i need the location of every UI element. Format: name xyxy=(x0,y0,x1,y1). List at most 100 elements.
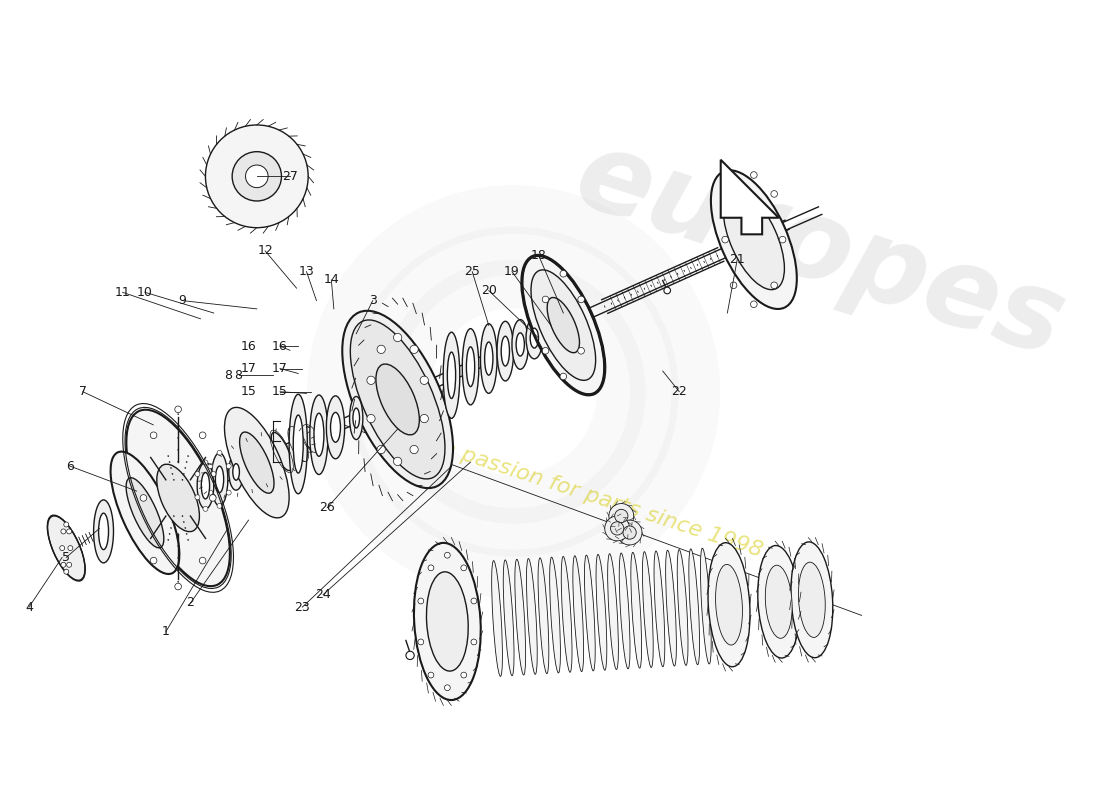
Ellipse shape xyxy=(240,432,274,494)
Circle shape xyxy=(60,529,66,534)
Ellipse shape xyxy=(201,473,210,499)
Circle shape xyxy=(610,522,624,535)
Ellipse shape xyxy=(126,478,164,548)
Text: 15: 15 xyxy=(272,386,288,398)
Ellipse shape xyxy=(481,324,497,394)
Ellipse shape xyxy=(550,557,560,673)
Ellipse shape xyxy=(711,170,796,309)
Text: 13: 13 xyxy=(298,265,315,278)
Circle shape xyxy=(245,165,268,188)
Ellipse shape xyxy=(530,328,539,348)
Circle shape xyxy=(609,503,634,529)
Circle shape xyxy=(208,490,212,495)
Ellipse shape xyxy=(516,333,525,356)
Circle shape xyxy=(730,282,737,289)
Ellipse shape xyxy=(678,550,688,666)
Circle shape xyxy=(428,672,433,678)
Ellipse shape xyxy=(547,298,580,353)
Circle shape xyxy=(394,334,402,342)
Text: 20: 20 xyxy=(481,284,497,297)
Ellipse shape xyxy=(701,548,712,664)
Text: 2: 2 xyxy=(187,597,195,610)
Text: 7: 7 xyxy=(79,386,87,398)
Ellipse shape xyxy=(724,190,784,290)
Ellipse shape xyxy=(689,549,700,665)
Circle shape xyxy=(771,282,778,289)
Circle shape xyxy=(64,570,69,574)
Ellipse shape xyxy=(492,561,503,676)
Circle shape xyxy=(140,494,146,502)
Circle shape xyxy=(623,526,636,539)
Ellipse shape xyxy=(330,413,341,442)
Circle shape xyxy=(67,562,72,567)
Circle shape xyxy=(461,672,466,678)
Circle shape xyxy=(151,558,157,564)
Text: 21: 21 xyxy=(729,253,745,266)
Circle shape xyxy=(750,301,757,307)
Circle shape xyxy=(227,464,231,469)
Circle shape xyxy=(605,516,629,541)
Circle shape xyxy=(471,598,476,604)
Circle shape xyxy=(444,685,450,690)
Circle shape xyxy=(542,296,549,302)
Ellipse shape xyxy=(531,270,595,380)
Circle shape xyxy=(209,494,216,502)
Circle shape xyxy=(410,346,418,354)
Text: 11: 11 xyxy=(114,286,131,299)
Circle shape xyxy=(617,520,642,545)
Polygon shape xyxy=(720,160,779,234)
Ellipse shape xyxy=(573,556,584,671)
Ellipse shape xyxy=(233,464,240,480)
Text: 6: 6 xyxy=(66,460,75,473)
Ellipse shape xyxy=(216,466,223,493)
Circle shape xyxy=(199,558,206,564)
Ellipse shape xyxy=(414,543,481,700)
Circle shape xyxy=(444,552,450,558)
Circle shape xyxy=(420,414,428,422)
Ellipse shape xyxy=(197,462,213,509)
Ellipse shape xyxy=(350,320,446,479)
Circle shape xyxy=(208,464,212,469)
Ellipse shape xyxy=(497,322,514,381)
Ellipse shape xyxy=(502,336,509,366)
Text: 18: 18 xyxy=(530,249,547,262)
Ellipse shape xyxy=(758,546,800,658)
Circle shape xyxy=(461,565,466,570)
Ellipse shape xyxy=(619,553,630,669)
Circle shape xyxy=(542,347,549,354)
Ellipse shape xyxy=(708,542,750,666)
Circle shape xyxy=(406,651,415,659)
Circle shape xyxy=(211,494,216,500)
Ellipse shape xyxy=(799,562,825,638)
Ellipse shape xyxy=(515,559,526,675)
Circle shape xyxy=(232,152,282,201)
Circle shape xyxy=(730,190,737,198)
Ellipse shape xyxy=(596,554,607,670)
Circle shape xyxy=(578,347,584,354)
Circle shape xyxy=(560,373,566,380)
Circle shape xyxy=(664,287,671,294)
Ellipse shape xyxy=(766,566,792,638)
Circle shape xyxy=(151,432,157,438)
Circle shape xyxy=(750,172,757,178)
Text: 10: 10 xyxy=(138,286,153,299)
Text: 8: 8 xyxy=(234,369,243,382)
Text: 3: 3 xyxy=(368,294,376,307)
Ellipse shape xyxy=(327,396,344,458)
Ellipse shape xyxy=(229,454,243,490)
Ellipse shape xyxy=(538,558,549,674)
Circle shape xyxy=(64,522,69,527)
Circle shape xyxy=(60,562,66,567)
Ellipse shape xyxy=(427,572,469,671)
Ellipse shape xyxy=(289,394,307,494)
Ellipse shape xyxy=(527,558,537,674)
Ellipse shape xyxy=(111,451,179,574)
Ellipse shape xyxy=(716,565,742,645)
Circle shape xyxy=(471,639,476,645)
Text: europes: europes xyxy=(563,122,1078,380)
Text: 9: 9 xyxy=(178,294,186,307)
Ellipse shape xyxy=(342,310,453,488)
Ellipse shape xyxy=(466,347,475,386)
Text: 5: 5 xyxy=(63,551,70,564)
Text: 17: 17 xyxy=(272,362,288,375)
